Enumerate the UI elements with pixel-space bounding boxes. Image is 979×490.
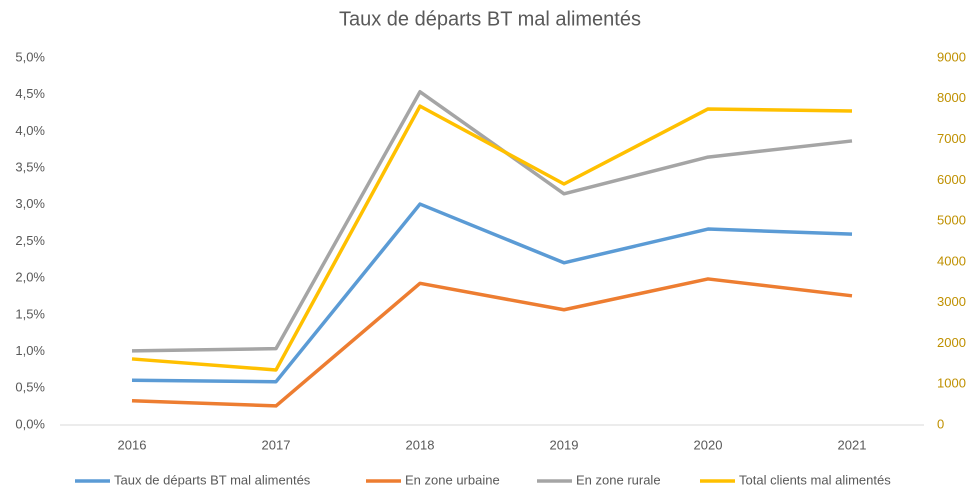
- y-tick-label: 4,0%: [15, 123, 45, 138]
- y-tick-label: 0,0%: [15, 416, 45, 431]
- y2-tick-label: 7000: [937, 131, 966, 146]
- x-tick-label: 2018: [406, 437, 435, 452]
- series-line: [131, 104, 853, 372]
- legend-label: Total clients mal alimentés: [739, 472, 891, 487]
- y2-tick-label: 4000: [937, 253, 966, 268]
- y2-tick-label: 3000: [937, 294, 966, 309]
- y-tick-label: 3,5%: [15, 160, 45, 175]
- y-tick-label: 5,0%: [15, 49, 45, 64]
- y-tick-label: 2,5%: [15, 233, 45, 248]
- y-tick-label: 0,5%: [15, 380, 45, 395]
- y2-tick-label: 2000: [937, 335, 966, 350]
- y2-tick-label: 6000: [937, 172, 966, 187]
- series-line: [131, 277, 853, 408]
- x-tick-label: 2019: [550, 437, 579, 452]
- x-tick-label: 2020: [694, 437, 723, 452]
- chart-title: Taux de départs BT mal alimentés: [339, 8, 641, 30]
- y-tick-label: 3,0%: [15, 196, 45, 211]
- y-tick-label: 2,0%: [15, 270, 45, 285]
- y2-tick-label: 9000: [937, 49, 966, 64]
- x-tick-label: 2016: [118, 437, 147, 452]
- legend-label: En zone urbaine: [405, 472, 500, 487]
- legend-label: En zone rurale: [576, 472, 661, 487]
- y-tick-label: 1,0%: [15, 343, 45, 358]
- y2-tick-label: 8000: [937, 90, 966, 105]
- series-line: [131, 202, 853, 384]
- y2-tick-label: 5000: [937, 213, 966, 228]
- y-tick-label: 1,5%: [15, 306, 45, 321]
- y-tick-label: 4,5%: [15, 86, 45, 101]
- series-line: [131, 90, 853, 353]
- legend-label: Taux de départs BT mal alimentés: [114, 472, 311, 487]
- y2-tick-label: 0: [937, 416, 944, 431]
- x-tick-label: 2017: [262, 437, 291, 452]
- x-tick-label: 2021: [838, 437, 867, 452]
- y2-tick-label: 1000: [937, 376, 966, 391]
